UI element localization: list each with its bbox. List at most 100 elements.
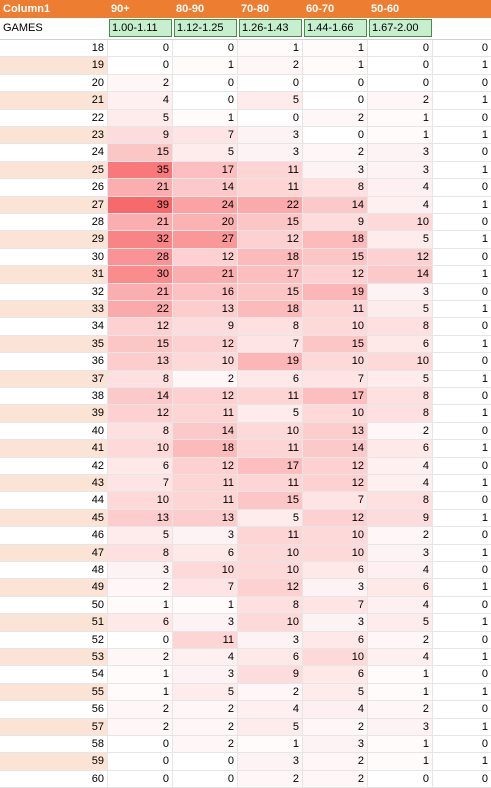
- heat-cell[interactable]: 5: [238, 92, 303, 110]
- value-cell[interactable]: 0: [433, 284, 491, 301]
- heat-cell[interactable]: 4: [238, 701, 303, 719]
- heat-cell[interactable]: 3: [368, 283, 433, 301]
- heat-cell[interactable]: 22: [108, 301, 173, 319]
- value-cell[interactable]: 0: [433, 736, 491, 754]
- row-id-cell[interactable]: 25: [0, 161, 108, 180]
- heat-cell[interactable]: 2: [303, 718, 368, 736]
- heat-cell[interactable]: 10: [303, 649, 368, 667]
- value-cell[interactable]: 0: [433, 701, 491, 719]
- heat-cell[interactable]: 14: [303, 440, 368, 458]
- heat-cell[interactable]: 2: [238, 683, 303, 702]
- heat-cell[interactable]: 7: [303, 370, 368, 388]
- row-id-cell[interactable]: 60: [0, 770, 108, 788]
- value-cell[interactable]: 1: [433, 301, 491, 319]
- row-id-cell[interactable]: 31: [0, 266, 108, 284]
- heat-cell[interactable]: 11: [238, 440, 303, 458]
- row-id-cell[interactable]: 36: [0, 353, 108, 371]
- heat-cell[interactable]: 18: [303, 231, 368, 249]
- heat-cell[interactable]: 2: [368, 92, 433, 110]
- value-cell[interactable]: 1: [433, 405, 491, 423]
- heat-cell[interactable]: 28: [108, 248, 173, 267]
- value-cell[interactable]: 1: [433, 753, 491, 771]
- value-cell[interactable]: 0: [433, 318, 491, 336]
- heat-cell[interactable]: 4: [368, 179, 433, 197]
- row-id-cell[interactable]: 50: [0, 596, 108, 615]
- heat-cell[interactable]: 6: [368, 579, 433, 597]
- heat-cell[interactable]: 19: [303, 283, 368, 301]
- row-id-cell[interactable]: 48: [0, 562, 108, 580]
- heat-cell[interactable]: 18: [173, 440, 238, 458]
- heat-cell[interactable]: 3: [108, 562, 173, 580]
- heat-cell[interactable]: 1: [368, 666, 433, 684]
- value-cell[interactable]: 0: [433, 492, 491, 510]
- heat-cell[interactable]: 14: [173, 179, 238, 197]
- value-cell[interactable]: 1: [433, 197, 491, 214]
- heat-cell[interactable]: 3: [303, 614, 368, 632]
- heat-cell[interactable]: 11: [173, 475, 238, 493]
- heat-cell[interactable]: 0: [173, 770, 238, 788]
- heat-cell[interactable]: 10: [303, 318, 368, 336]
- value-cell[interactable]: 1: [433, 162, 491, 180]
- row-id-cell[interactable]: 29: [0, 231, 108, 249]
- heat-cell[interactable]: 12: [303, 457, 368, 475]
- games-range-cell[interactable]: 1.12-1.25: [173, 18, 238, 40]
- heat-cell[interactable]: 15: [303, 248, 368, 267]
- value-cell[interactable]: 0: [433, 458, 491, 475]
- heat-cell[interactable]: 2: [368, 527, 433, 545]
- games-range-cell[interactable]: 1.00-1.11: [108, 18, 173, 40]
- heat-cell[interactable]: 10: [368, 353, 433, 371]
- heat-cell[interactable]: 1: [173, 596, 238, 615]
- heat-cell[interactable]: 8: [238, 596, 303, 615]
- heat-cell[interactable]: 7: [108, 475, 173, 493]
- heat-cell[interactable]: 15: [238, 492, 303, 510]
- value-cell[interactable]: 0: [433, 110, 491, 127]
- heat-cell[interactable]: 2: [108, 74, 173, 93]
- heat-cell[interactable]: 3: [368, 544, 433, 562]
- heat-cell[interactable]: 12: [108, 318, 173, 336]
- heat-cell[interactable]: 6: [303, 631, 368, 649]
- heat-cell[interactable]: 39: [108, 196, 173, 214]
- heat-cell[interactable]: 3: [238, 127, 303, 145]
- value-cell[interactable]: 1: [433, 545, 491, 562]
- heat-cell[interactable]: 9: [238, 666, 303, 684]
- heat-cell[interactable]: 1: [108, 666, 173, 684]
- heat-cell[interactable]: 5: [108, 109, 173, 127]
- heat-cell[interactable]: 10: [173, 562, 238, 580]
- heat-cell[interactable]: 2: [368, 631, 433, 649]
- heat-cell[interactable]: 30: [108, 266, 173, 284]
- heat-cell[interactable]: 6: [108, 614, 173, 632]
- heat-cell[interactable]: 6: [238, 370, 303, 388]
- row-id-cell[interactable]: 23: [0, 127, 108, 145]
- row-id-cell[interactable]: 42: [0, 457, 108, 475]
- row-id-cell[interactable]: 18: [0, 40, 108, 58]
- heat-cell[interactable]: 0: [303, 127, 368, 145]
- row-id-cell[interactable]: 38: [0, 388, 108, 406]
- value-cell[interactable]: 1: [433, 231, 491, 249]
- heat-cell[interactable]: 1: [303, 57, 368, 75]
- heat-cell[interactable]: 11: [238, 527, 303, 545]
- row-id-cell[interactable]: 22: [0, 109, 108, 127]
- heat-cell[interactable]: 1: [238, 736, 303, 754]
- heat-cell[interactable]: 0: [108, 631, 173, 649]
- heat-cell[interactable]: 2: [368, 701, 433, 719]
- heat-cell[interactable]: 3: [303, 579, 368, 597]
- heat-cell[interactable]: 11: [173, 631, 238, 649]
- heat-cell[interactable]: 3: [238, 753, 303, 771]
- value-cell[interactable]: 1: [433, 336, 491, 354]
- row-id-cell[interactable]: 35: [0, 335, 108, 354]
- heat-cell[interactable]: 0: [173, 74, 238, 93]
- heat-cell[interactable]: 12: [173, 248, 238, 267]
- heat-cell[interactable]: 2: [173, 370, 238, 388]
- heat-cell[interactable]: 21: [108, 214, 173, 232]
- heat-cell[interactable]: 1: [368, 736, 433, 754]
- row-id-cell[interactable]: 26: [0, 179, 108, 197]
- row-id-cell[interactable]: 44: [0, 492, 108, 510]
- games-label-cell[interactable]: GAMES: [0, 18, 108, 40]
- heat-cell[interactable]: 5: [303, 683, 368, 702]
- heat-cell[interactable]: 4: [173, 649, 238, 667]
- heat-cell[interactable]: 12: [108, 405, 173, 423]
- heat-cell[interactable]: 24: [173, 196, 238, 214]
- row-id-cell[interactable]: 47: [0, 544, 108, 562]
- heat-cell[interactable]: 9: [368, 509, 433, 528]
- heat-cell[interactable]: 8: [368, 405, 433, 423]
